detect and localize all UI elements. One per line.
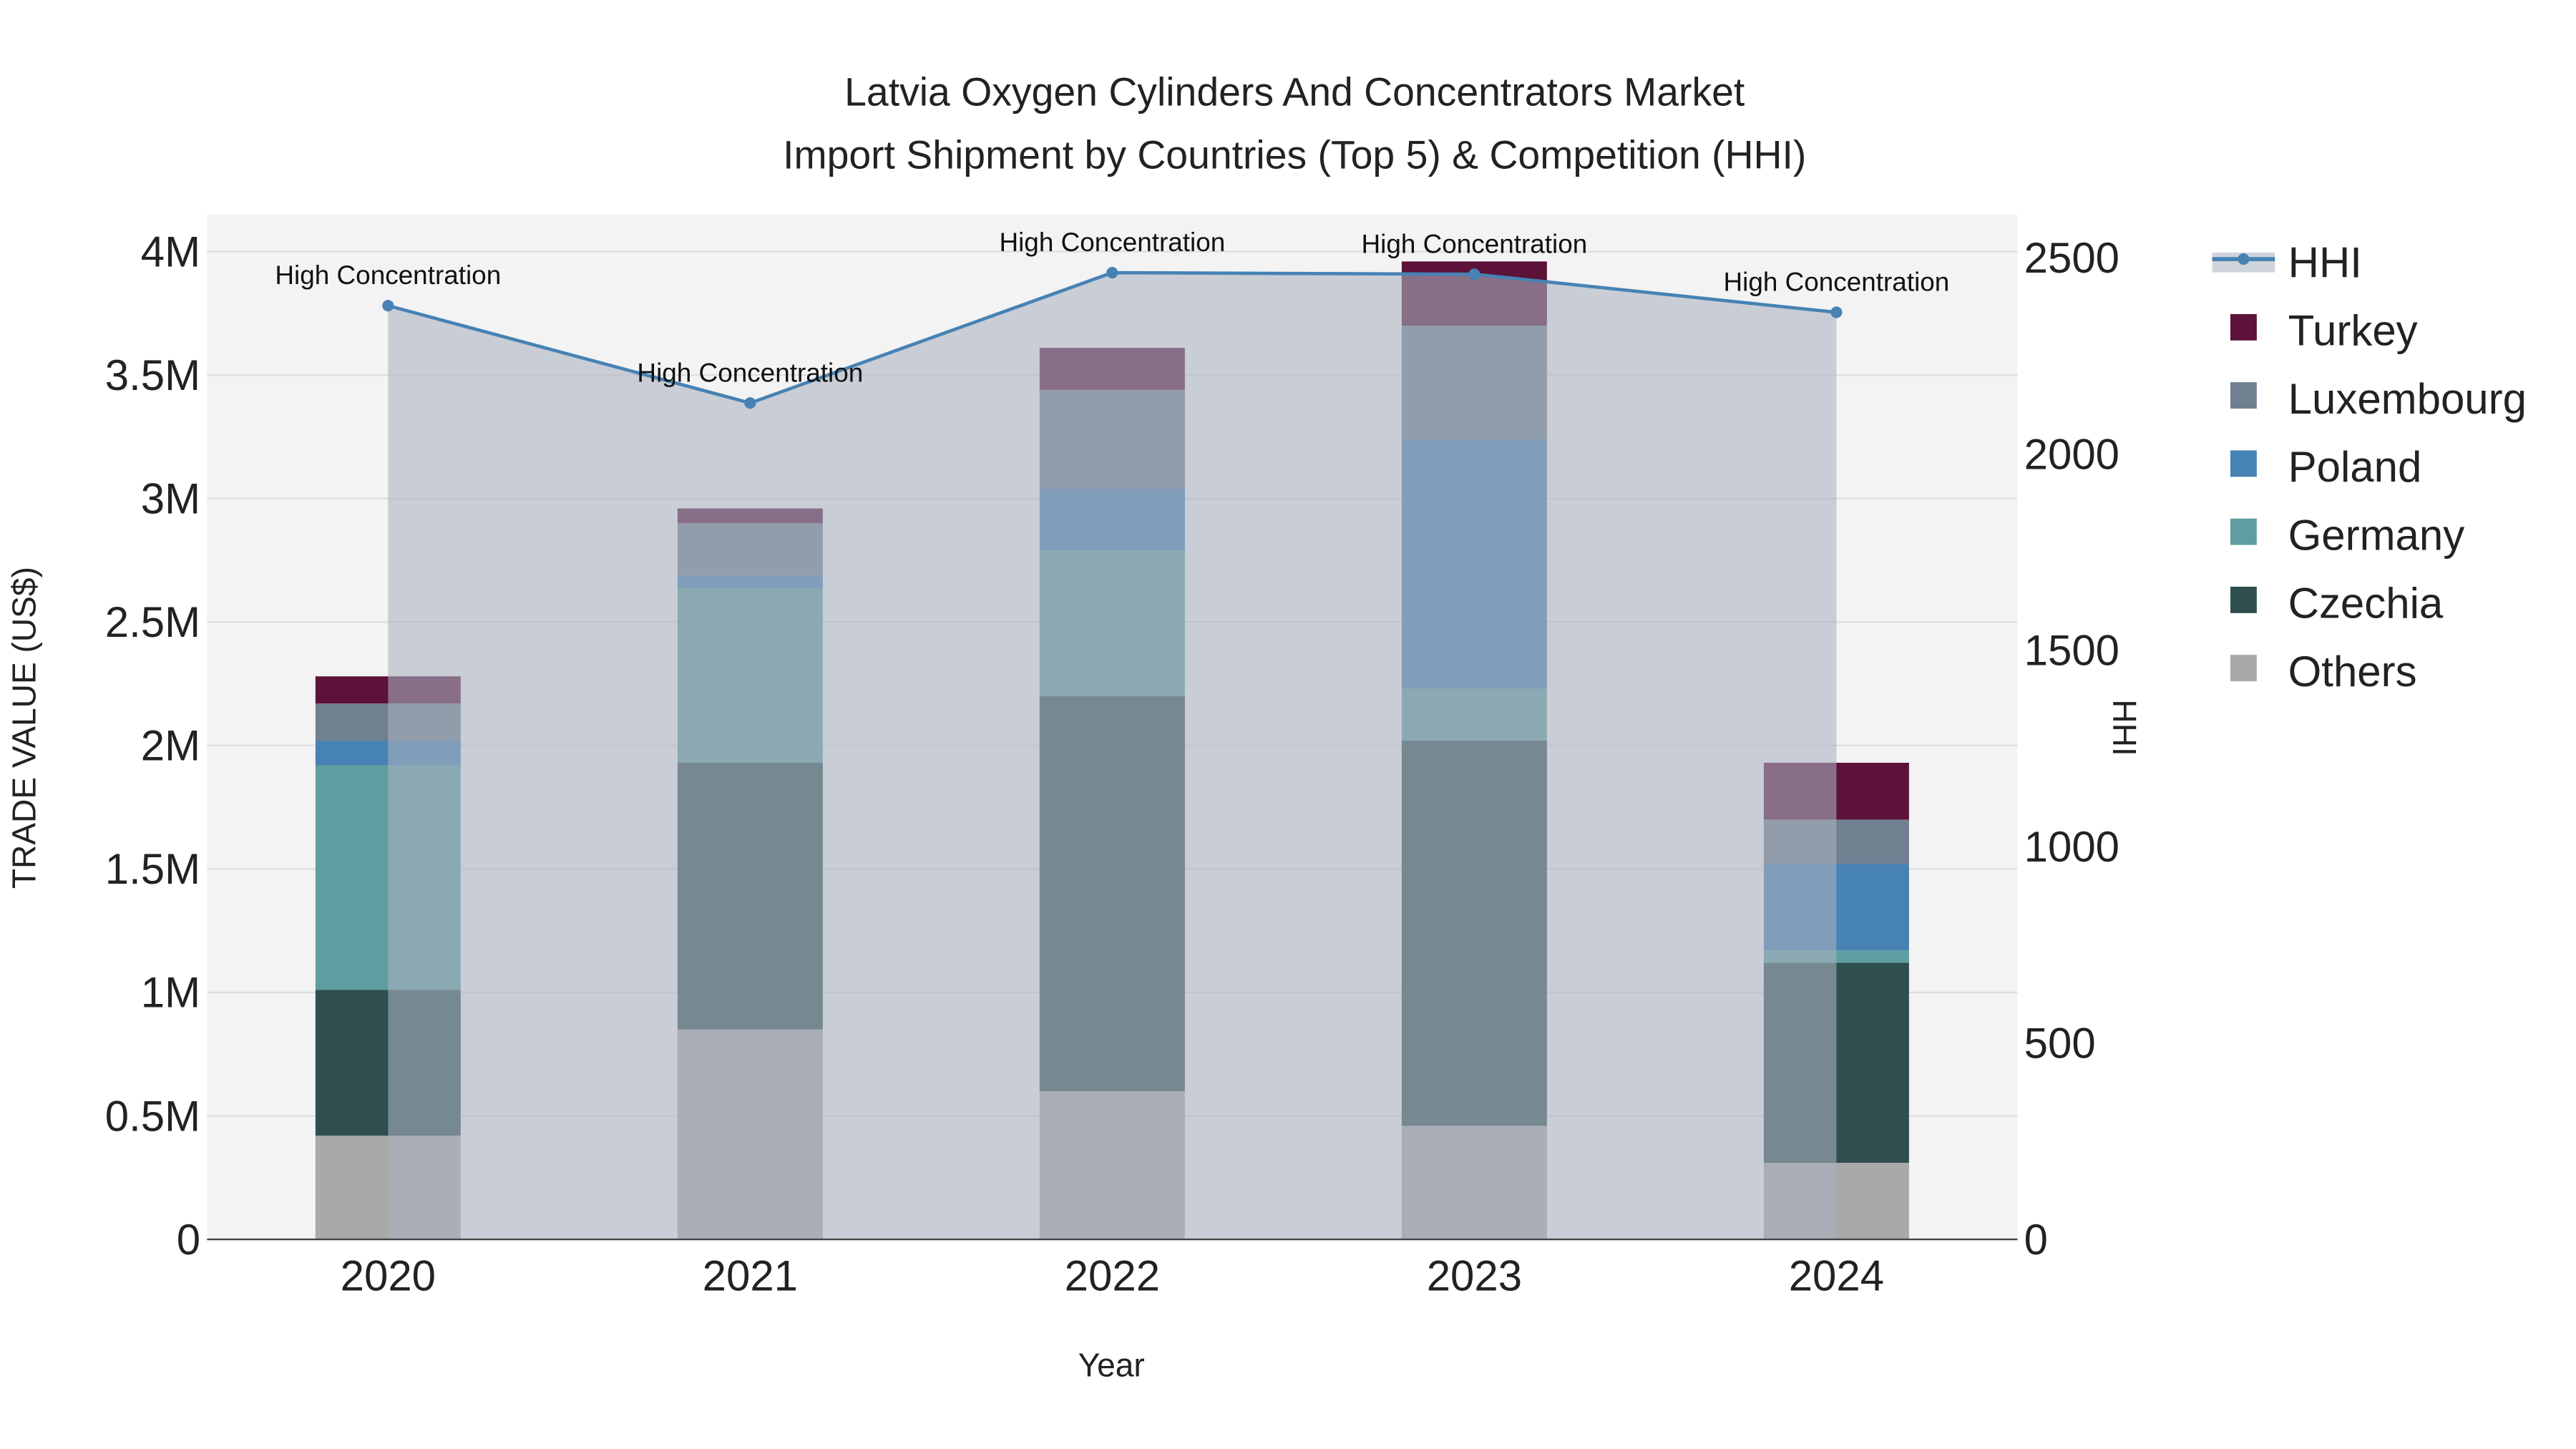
y2-axis-ticks: 0 500 1000 1500 2000 2500 [2024, 234, 2119, 1264]
legend-label-germany: Germany [2288, 511, 2465, 559]
x-tick-label: 2024 [1789, 1252, 1884, 1300]
hhi-point-2024 [1830, 306, 1843, 318]
y-axis-ticks: 0 0.5M 1M 1.5M 2M 2.5M 3M 3.5M 4M [105, 228, 200, 1263]
y-tick-label: 3.5M [105, 351, 200, 399]
legend-swatch-germany [2230, 518, 2257, 545]
legend-label-poland: Poland [2288, 443, 2422, 491]
y2-tick-label: 0 [2024, 1216, 2048, 1264]
y2-axis-title: HHI [2106, 699, 2143, 756]
y-tick-label: 3M [141, 474, 200, 522]
legend-swatch-others [2230, 655, 2257, 682]
hhi-point-2022 [1106, 266, 1118, 279]
hhi-area [388, 273, 1837, 1240]
chart-title-line2: Import Shipment by Countries (Top 5) & C… [783, 132, 1806, 177]
legend-label-turkey: Turkey [2288, 307, 2418, 355]
x-tick-label: 2022 [1065, 1252, 1160, 1300]
y2-tick-label: 1500 [2024, 627, 2119, 675]
y2-tick-label: 500 [2024, 1019, 2096, 1067]
hhi-layer: High Concentration High Concentration High… [275, 228, 1950, 1240]
y2-tick-label: 1000 [2024, 823, 2119, 871]
hhi-annotation: High Concentration [999, 228, 1225, 257]
y-tick-label: 0 [177, 1216, 200, 1264]
x-tick-label: 2021 [703, 1252, 798, 1300]
legend-hhi-marker [2238, 253, 2250, 265]
legend-label-hhi: HHI [2288, 238, 2362, 286]
hhi-point-2021 [744, 397, 756, 409]
legend-swatch-czechia [2230, 586, 2257, 613]
legend-swatch-poland [2230, 450, 2257, 477]
legend: HHI Turkey Luxembourg Poland Germany Czechia O… [2212, 238, 2527, 696]
y-tick-label: 0.5M [105, 1092, 200, 1140]
chart-title-line1: Latvia Oxygen Cylinders And Concentrator… [844, 70, 1745, 114]
x-tick-label: 2020 [341, 1252, 436, 1300]
hhi-annotation: High Concentration [637, 358, 863, 387]
y2-tick-label: 2500 [2024, 234, 2119, 282]
hhi-annotation: High Concentration [275, 260, 501, 290]
x-axis-title: Year [1078, 1347, 1145, 1384]
x-tick-label: 2023 [1427, 1252, 1522, 1300]
y-axis-title: TRADE VALUE (US$) [5, 567, 42, 889]
legend-label-luxembourg: Luxembourg [2288, 375, 2527, 423]
y-tick-label: 1.5M [105, 845, 200, 893]
y-tick-label: 2M [141, 722, 200, 770]
hhi-annotation: High Concentration [1361, 229, 1587, 258]
legend-label-others: Others [2288, 648, 2417, 696]
x-axis-ticks: 2020 2021 2022 2023 2024 [341, 1252, 1884, 1300]
hhi-annotation: High Concentration [1724, 267, 1950, 296]
legend-label-czechia: Czechia [2288, 580, 2444, 628]
legend-swatch-luxembourg [2230, 382, 2257, 409]
y-tick-label: 2.5M [105, 598, 200, 646]
legend-swatch-turkey [2230, 313, 2257, 341]
y-tick-label: 4M [141, 228, 200, 275]
hhi-point-2020 [382, 300, 394, 312]
y2-tick-label: 2000 [2024, 430, 2119, 478]
hhi-point-2023 [1468, 268, 1480, 280]
y-tick-label: 1M [141, 969, 200, 1017]
